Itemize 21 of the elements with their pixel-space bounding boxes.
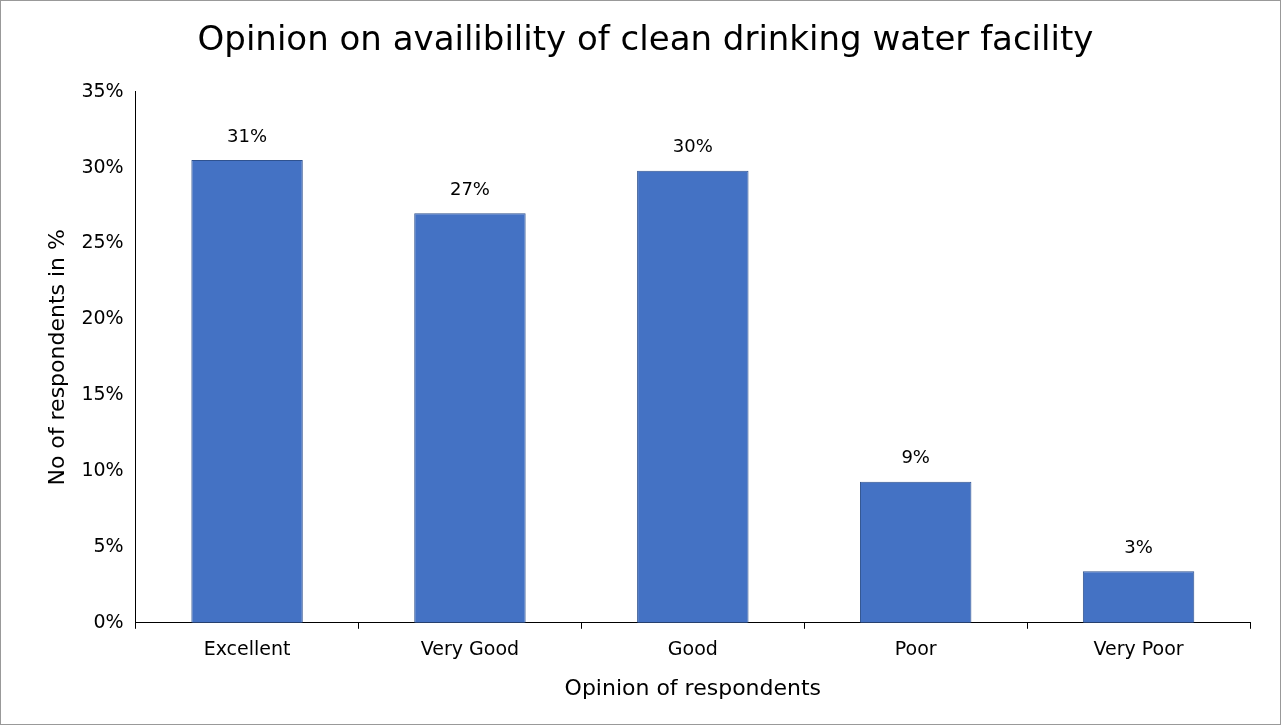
y-tick-label: 5%: [93, 533, 124, 556]
x-tick-label: Very Poor: [1093, 637, 1184, 660]
data-label: 30%: [672, 135, 713, 157]
y-axis-title: No of respondents in %: [43, 229, 69, 486]
y-tick-label: 20%: [81, 306, 124, 329]
y-tick-label: 10%: [81, 458, 124, 481]
x-tick-label: Poor: [894, 637, 937, 660]
x-tick-label: Very Good: [420, 637, 520, 660]
y-tick-label: 15%: [81, 382, 124, 405]
y-tick-label: 25%: [81, 230, 124, 253]
data-label: 27%: [449, 177, 490, 199]
data-label: 31%: [227, 124, 268, 146]
y-tick-label: 30%: [81, 154, 124, 177]
x-axis-title: Opinion of respondents: [564, 674, 822, 700]
x-tick-label: Good: [667, 637, 718, 660]
y-tick-label: 35%: [81, 78, 124, 101]
y-tick-label: 0%: [93, 609, 124, 632]
x-tick-label: Excellent: [203, 637, 291, 660]
data-label: 3%: [1124, 535, 1153, 557]
data-label: 9%: [901, 446, 930, 468]
chart-title: Opinion on availibility of clean drinking water facility: [197, 18, 1094, 59]
